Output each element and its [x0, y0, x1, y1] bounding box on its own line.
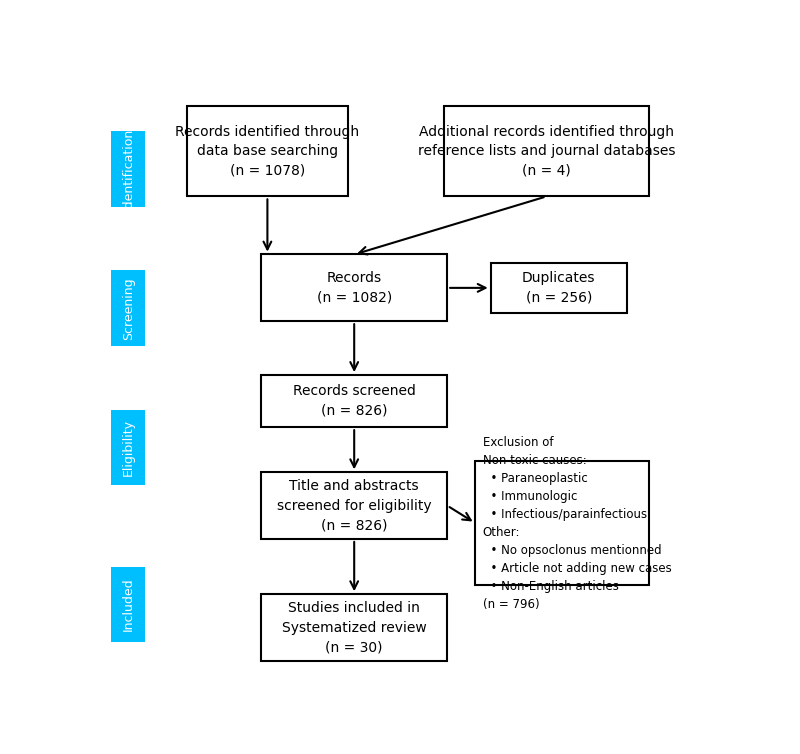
Text: Records screened
(n = 826): Records screened (n = 826) [293, 385, 416, 418]
FancyBboxPatch shape [187, 106, 348, 197]
FancyBboxPatch shape [490, 263, 627, 313]
FancyBboxPatch shape [111, 271, 146, 346]
Text: Screening: Screening [122, 277, 134, 339]
FancyBboxPatch shape [475, 461, 649, 585]
Text: Additional records identified through
reference lists and journal databases
(n =: Additional records identified through re… [418, 125, 675, 178]
FancyBboxPatch shape [111, 410, 146, 486]
Text: Included: Included [122, 578, 134, 631]
Text: Records identified through
data base searching
(n = 1078): Records identified through data base sea… [175, 125, 359, 178]
FancyBboxPatch shape [262, 255, 447, 321]
FancyBboxPatch shape [111, 131, 146, 207]
FancyBboxPatch shape [262, 375, 447, 428]
FancyBboxPatch shape [444, 106, 649, 197]
FancyBboxPatch shape [262, 472, 447, 539]
Text: Studies included in
Systematized review
(n = 30): Studies included in Systematized review … [282, 601, 426, 654]
Text: Exclusion of
Non toxic causes:
  • Paraneoplastic
  • Immunologic
  • Infectious: Exclusion of Non toxic causes: • Paraneo… [482, 436, 671, 611]
Text: Title and abstracts
screened for eligibility
(n = 826): Title and abstracts screened for eligibi… [277, 479, 431, 532]
Text: Duplicates
(n = 256): Duplicates (n = 256) [522, 271, 595, 305]
Text: Records
(n = 1082): Records (n = 1082) [317, 271, 392, 305]
Text: Eligibility: Eligibility [122, 419, 134, 476]
Text: Identification: Identification [122, 127, 134, 210]
FancyBboxPatch shape [111, 566, 146, 642]
FancyBboxPatch shape [262, 594, 447, 661]
